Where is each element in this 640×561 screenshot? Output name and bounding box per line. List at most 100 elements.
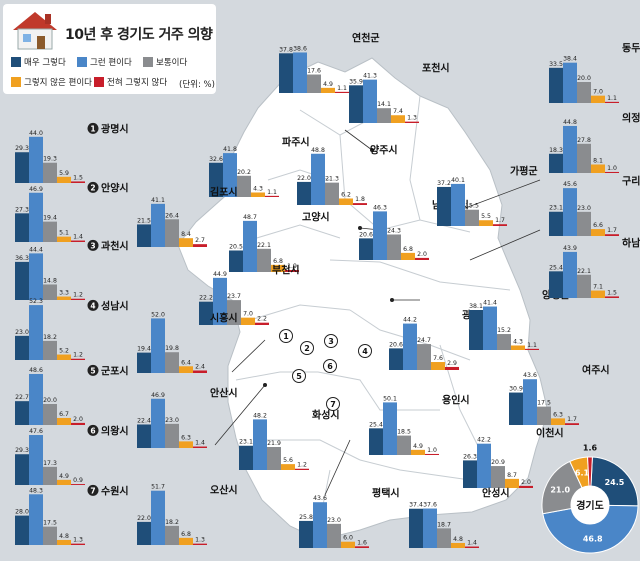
city-name: 수원시	[101, 484, 129, 497]
city-number: 7	[90, 486, 95, 495]
bar	[431, 362, 445, 370]
bar-value-label: 26.3	[463, 453, 477, 460]
bar	[565, 423, 579, 425]
bar	[391, 115, 405, 123]
bar-value-label: 21.3	[325, 176, 339, 183]
city-chart: 26.3 42.2 20.98.7 2.0 이천시	[463, 427, 564, 488]
map-marker	[300, 341, 314, 355]
bar-value-label: 4.3	[513, 338, 523, 345]
bar	[463, 460, 477, 488]
bar	[15, 213, 29, 242]
bar-value-label: 22.0	[297, 175, 311, 182]
bar-value-label: 1.2	[297, 462, 307, 469]
bar-value-label: 1.3	[407, 115, 417, 122]
bar	[445, 366, 459, 370]
city-name: 오산시	[210, 484, 238, 497]
bar	[411, 449, 425, 455]
city-chart: 22.7 48.6 20.06.7 2.0 5 군포시	[15, 364, 129, 425]
bar	[57, 479, 71, 485]
bar	[477, 443, 491, 488]
bar-value-label: 23.0	[15, 329, 29, 336]
legend-entry: 그렇지 않은 편이다	[11, 76, 92, 88]
bar-value-label: 20.5	[229, 243, 243, 250]
bar-value-label: 29.3	[15, 447, 29, 454]
map-marker-number: 2	[304, 344, 310, 353]
bar	[563, 125, 577, 173]
city-number-markers: 1 2 3 4 5 6 7	[279, 329, 372, 411]
bar-value-label: 22.4	[137, 417, 151, 424]
bar-value-label: 43.6	[523, 372, 537, 379]
bar-value-label: 48.3	[29, 487, 43, 494]
bar-value-label: 45.6	[563, 181, 577, 188]
pie-center-label: 경기도	[576, 499, 604, 512]
bar-value-label: 8.7	[507, 472, 517, 479]
bar-value-label: 2.0	[417, 251, 427, 258]
bar	[525, 348, 539, 350]
bar	[401, 252, 415, 260]
bar-value-label: 2.4	[195, 363, 205, 370]
bar-value-label: 1.7	[567, 416, 577, 423]
leader-line	[324, 439, 351, 496]
city-number: 3	[90, 241, 95, 250]
city-number: 5	[90, 366, 95, 375]
bar-value-label: 17.5	[43, 520, 57, 527]
city-number-badge	[87, 484, 99, 496]
bar	[179, 238, 193, 247]
bar	[213, 277, 227, 325]
map-marker	[323, 359, 337, 373]
map-marker	[279, 329, 293, 343]
bar-value-label: 8.1	[593, 157, 603, 164]
city-number-badge	[87, 122, 99, 134]
bar	[405, 121, 419, 123]
bar-value-label: 6.2	[341, 191, 351, 198]
legend-swatch	[77, 57, 87, 67]
bar-value-label: 1.4	[73, 234, 83, 241]
bar-value-label: 1.3	[73, 537, 83, 544]
bar	[193, 543, 207, 545]
bar	[341, 541, 355, 548]
bar	[387, 234, 401, 260]
bar-value-label: 15.5	[465, 203, 479, 210]
bar-value-label: 1.8	[355, 196, 365, 203]
bar	[43, 404, 57, 425]
bar	[57, 176, 71, 183]
bar-value-label: 1.5	[607, 289, 617, 296]
bar-value-label: 23.1	[239, 439, 253, 446]
city-number-badge	[87, 181, 99, 193]
bar	[383, 402, 397, 455]
bar	[465, 546, 479, 548]
bar-value-label: 25.4	[369, 421, 383, 428]
bar	[469, 309, 483, 350]
bar	[363, 79, 377, 123]
city-name: 이천시	[536, 427, 564, 440]
bar-value-label: 1.6	[357, 539, 367, 546]
bar-value-label: 27.8	[577, 137, 591, 144]
legend-label: 그렇지 않은 편이다	[24, 78, 92, 88]
city-name: 연천군	[352, 32, 380, 45]
bar	[451, 542, 465, 548]
bar-value-label: 23.1	[549, 205, 563, 212]
bar-value-label: 44.2	[403, 317, 417, 324]
bar-value-label: 1.3	[195, 537, 205, 544]
bar-value-label: 52.3	[29, 298, 43, 305]
bar	[605, 234, 619, 236]
city-chart: 28.0 48.3 17.54.8 1.3 7 수원시	[15, 484, 129, 545]
city-number: 2	[90, 183, 95, 192]
bar	[591, 164, 605, 173]
city-chart: 30.943.6 17.56.3 1.7 여주시	[509, 364, 610, 425]
city-chart: 27.3 46.9 19.4 5.1 1.4 2 안양시	[15, 181, 129, 242]
bar	[151, 398, 165, 448]
city-number-badge	[87, 364, 99, 376]
bar-value-label: 5.2	[59, 348, 69, 355]
bar-value-label: 44.4	[29, 246, 43, 253]
bar	[373, 211, 387, 260]
map-marker-number: 7	[330, 400, 336, 409]
bar-value-label: 38.6	[293, 45, 307, 52]
bar-value-label: 19.4	[43, 215, 57, 222]
bar	[299, 520, 313, 548]
legend-entry: 보통이다	[143, 56, 187, 68]
bar	[417, 344, 431, 370]
bar-value-label: 30.9	[509, 386, 523, 393]
bar-value-label: 22.7	[15, 394, 29, 401]
bar-value-label: 38.1	[469, 303, 483, 310]
